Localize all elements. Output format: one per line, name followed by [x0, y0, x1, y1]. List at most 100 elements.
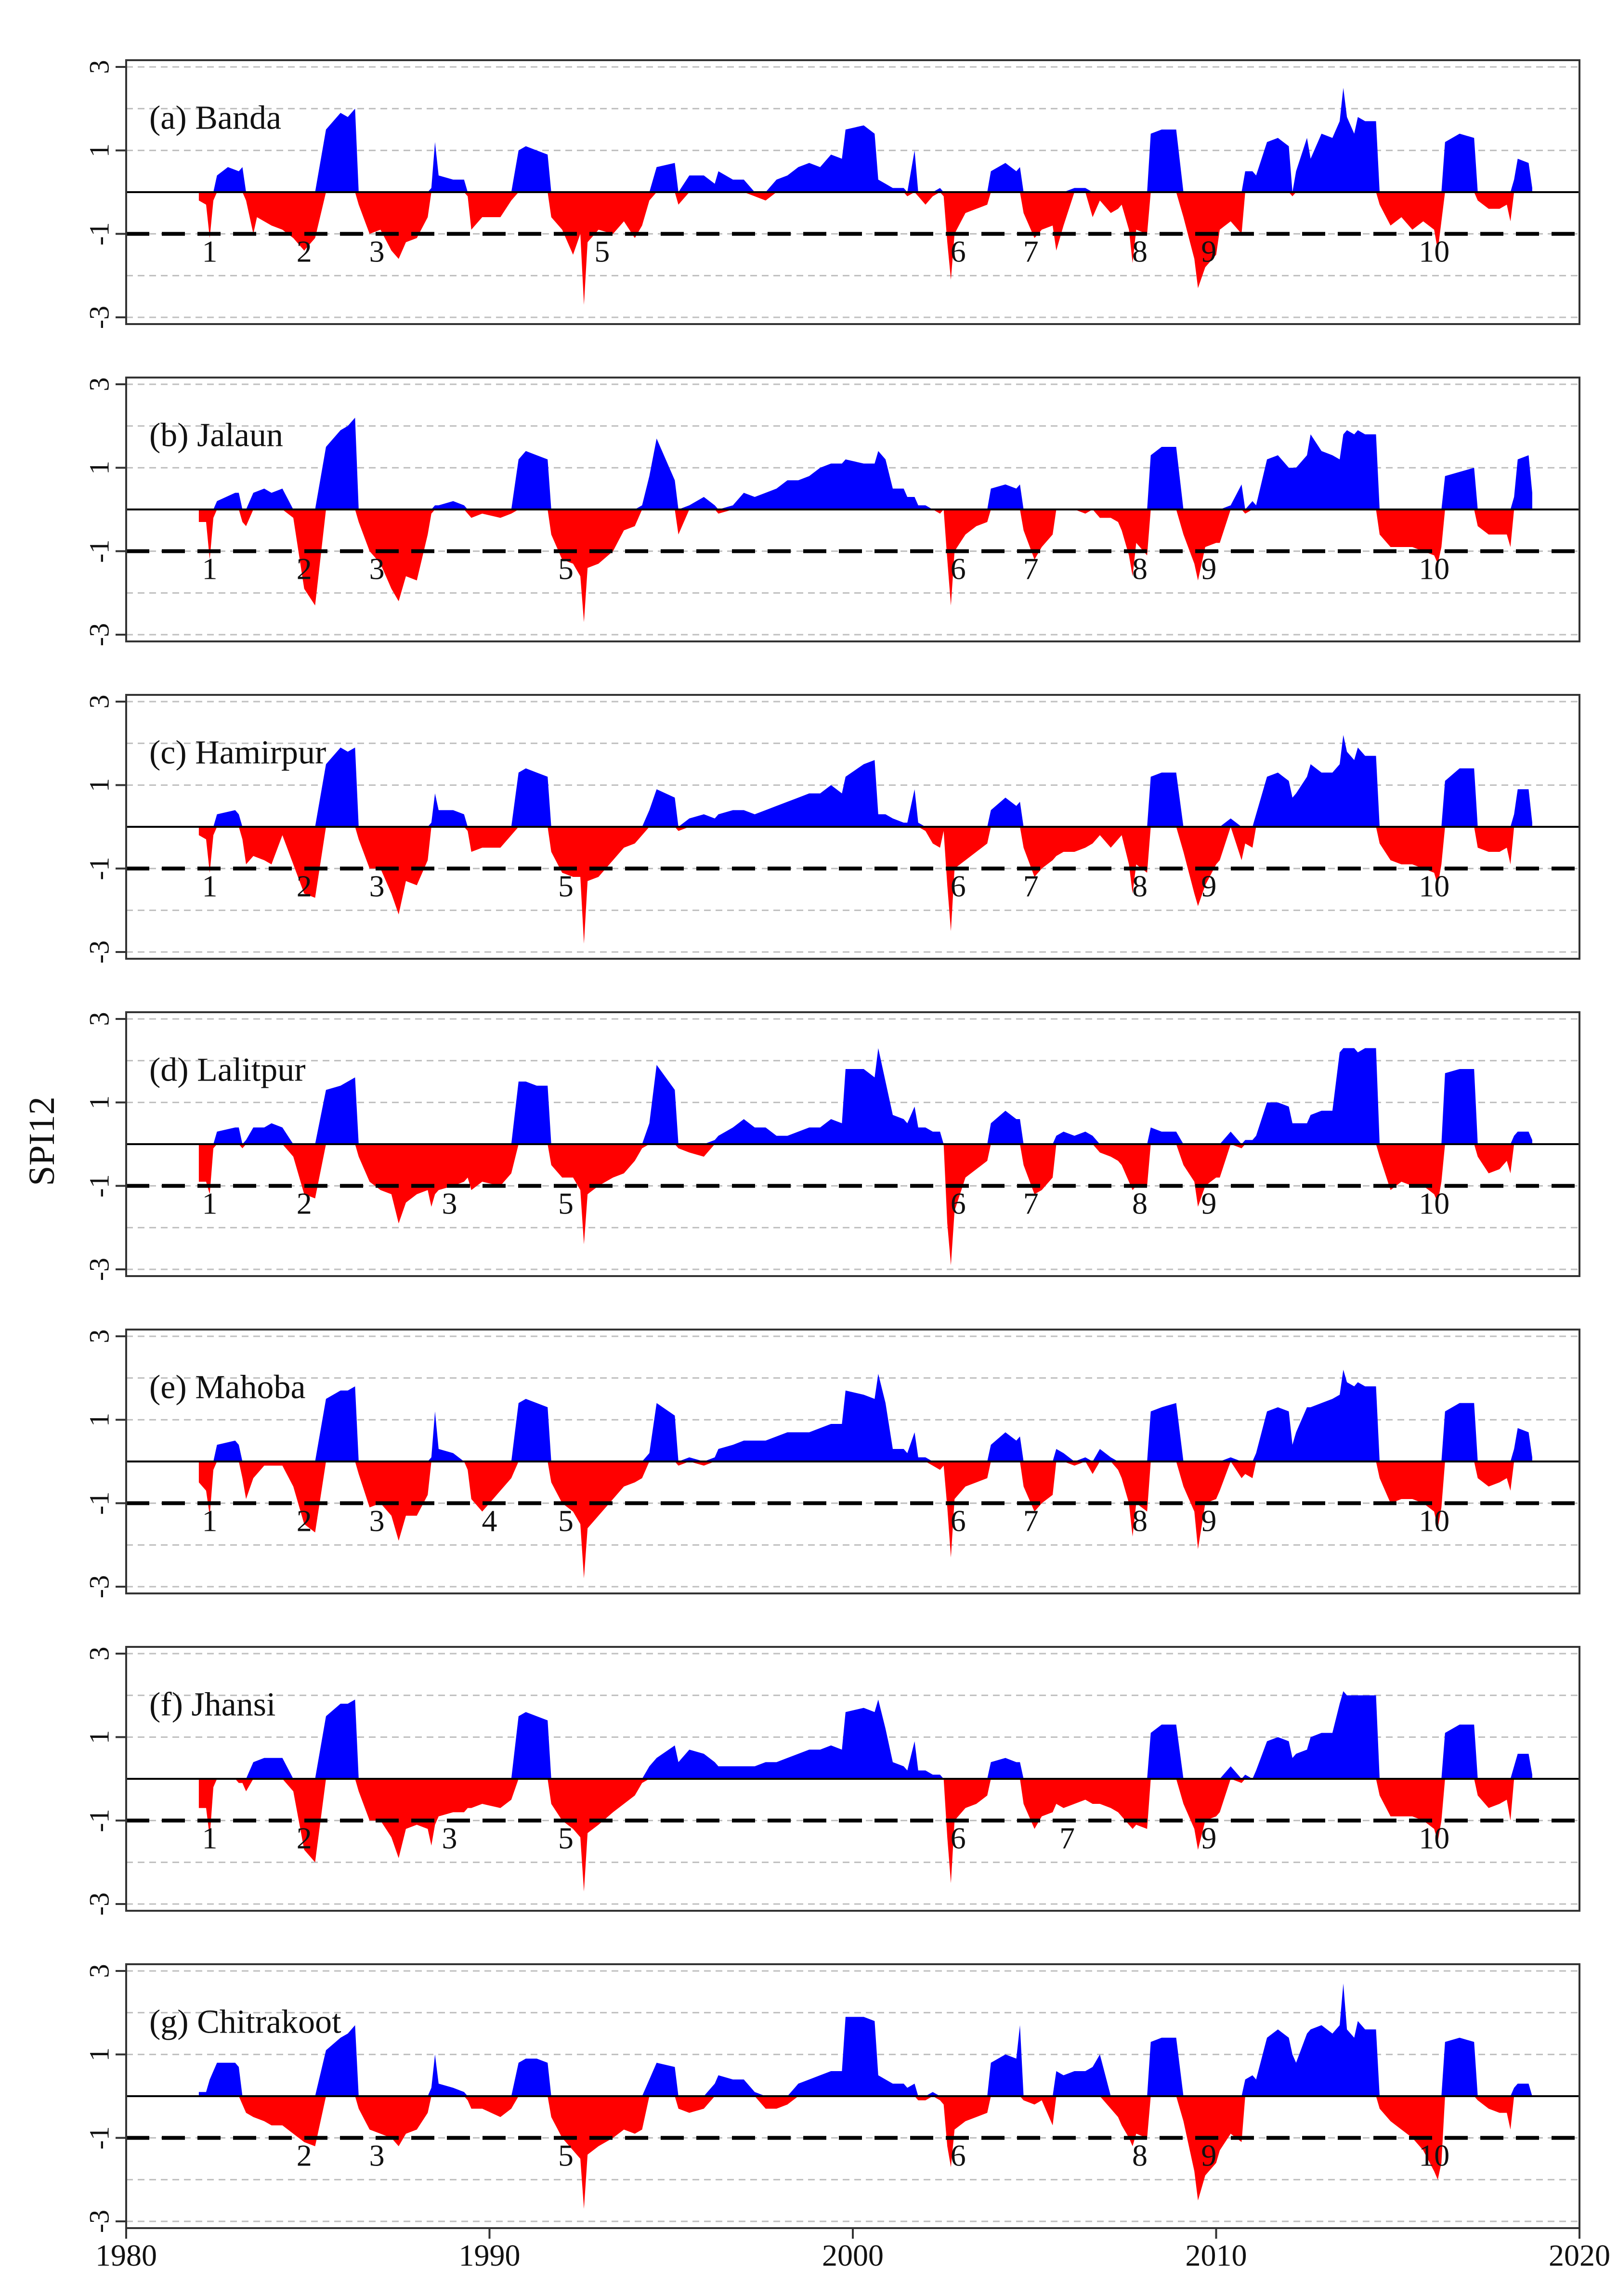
x-tick-label: 1990 — [459, 2238, 521, 2272]
panel-e-event-label: 10 — [1419, 1504, 1449, 1538]
x-tick-label: 2010 — [1186, 2238, 1247, 2272]
panel-c-y-tick-label: 1 — [83, 778, 115, 792]
panel-c-event-label: 10 — [1419, 869, 1449, 903]
panel-e-event-label: 5 — [558, 1504, 574, 1538]
panel-f-event-label: 2 — [297, 1821, 312, 1855]
y-axis-label: SPI12 — [22, 1096, 62, 1186]
panel-f: 3 1 -1 -3 (f) Jhansi 1 2 3 5 6 7 9 10 — [83, 1646, 1580, 1916]
x-axis: 1980 1990 2000 2010 2020 — [95, 2228, 1610, 2272]
x-tick-label: 2000 — [822, 2238, 884, 2272]
panel-b-positive-area — [198, 417, 1532, 509]
panel-a-event-label: 10 — [1419, 235, 1449, 269]
panel-g-event-label: 8 — [1132, 2139, 1148, 2173]
panel-b-event-label: 3 — [369, 552, 385, 586]
panel-a-event-label: 5 — [594, 235, 610, 269]
panel-f-y-tick-label: 1 — [83, 1730, 115, 1744]
panel-a-frame — [125, 59, 1580, 325]
panel-e-y-tick-label: -1 — [83, 1492, 115, 1515]
panel-c: 3 1 -1 -3 (c) Hamirpur 1 2 3 5 6 7 8 9 10 — [83, 694, 1580, 964]
panel-f-event-label: 9 — [1201, 1821, 1216, 1855]
panel-e-event-label: 8 — [1132, 1504, 1148, 1538]
panel-g-y-tick-label: 1 — [83, 2048, 115, 2061]
panel-b: 3 1 -1 -3 (b) Jalaun 1 2 3 5 6 7 8 9 10 — [83, 377, 1580, 646]
panel-d-event-label: 7 — [1023, 1187, 1039, 1221]
panel-f-frame — [125, 1646, 1580, 1912]
panel-b-event-label: 1 — [202, 552, 218, 586]
panel-b-event-label: 6 — [951, 552, 966, 586]
panel-e-event-label: 9 — [1201, 1504, 1216, 1538]
panel-f-event-label: 1 — [202, 1821, 218, 1855]
panel-g-y-tick-label: 3 — [83, 1964, 115, 1978]
panel-a-event-label: 2 — [297, 235, 312, 269]
panel-d-event-label: 2 — [297, 1187, 312, 1221]
panel-a-y-tick-label: 3 — [83, 60, 115, 74]
panel-c-event-label: 1 — [202, 869, 218, 903]
panel-c-event-label: 8 — [1132, 869, 1148, 903]
panel-b-frame — [125, 377, 1580, 642]
panel-b-y-tick-label: 1 — [83, 461, 115, 475]
panel-d-frame — [125, 1011, 1580, 1277]
panel-d-y-tick-label: 3 — [83, 1012, 115, 1026]
panel-d-title: (d) Lalitpur — [149, 1052, 306, 1089]
panel-b-event-label: 7 — [1023, 552, 1039, 586]
panel-d-event-label: 8 — [1132, 1187, 1148, 1221]
panel-a-event-label: 1 — [202, 235, 218, 269]
panel-d-event-label: 6 — [951, 1187, 966, 1221]
panel-a-event-label: 3 — [369, 235, 385, 269]
panel-b-title: (b) Jalaun — [149, 417, 283, 454]
panel-e-positive-area — [198, 1370, 1532, 1461]
panel-g-positive-area — [198, 1983, 1532, 2096]
panel-e-y-tick-label: 3 — [83, 1330, 115, 1344]
panel-a-event-label: 9 — [1201, 235, 1216, 269]
panel-a-event-label: 7 — [1023, 235, 1039, 269]
panel-e-frame — [125, 1329, 1580, 1594]
panel-d-negative-area — [198, 1144, 1532, 1265]
x-tick-label: 1980 — [95, 2238, 157, 2272]
panel-e-title: (e) Mahoba — [149, 1369, 306, 1406]
panel-c-positive-area — [198, 735, 1532, 827]
panel-c-y-tick-label: 3 — [83, 695, 115, 709]
panel-f-positive-area — [198, 1691, 1532, 1779]
panel-a-event-label: 8 — [1132, 235, 1148, 269]
panel-b-event-label: 10 — [1419, 552, 1449, 586]
panel-e-event-label: 3 — [369, 1504, 385, 1538]
panel-e-event-label: 1 — [202, 1504, 218, 1538]
panel-g-event-label: 6 — [951, 2139, 966, 2173]
panel-c-title: (c) Hamirpur — [149, 734, 326, 771]
panel-b-y-tick-label: -3 — [83, 623, 115, 646]
panel-b-event-label: 8 — [1132, 552, 1148, 586]
panel-c-frame — [125, 694, 1580, 960]
panel-f-event-label: 7 — [1059, 1821, 1075, 1855]
panel-f-title: (f) Jhansi — [149, 1686, 275, 1723]
panel-a-y-tick-label: -1 — [83, 222, 115, 246]
panel-f-event-label: 6 — [951, 1821, 966, 1855]
panel-f-y-tick-label: -3 — [83, 1892, 115, 1916]
panel-a: 3 1 -1 -3 (a) Banda 1 2 3 5 6 7 8 9 10 — [83, 59, 1580, 329]
panel-g-event-label: 10 — [1419, 2139, 1449, 2173]
panel-g-event-label: 3 — [369, 2139, 385, 2173]
panel-e: 3 1 -1 -3 (e) Mahoba 1 2 3 4 5 6 7 8 9 10 — [83, 1329, 1580, 1598]
panels-group: 3 1 -1 -3 (a) Banda 1 2 3 5 6 7 8 9 10 3 1 -1 -3 (b) Jalau… — [83, 59, 1580, 2233]
panel-a-negative-area — [198, 192, 1532, 305]
panel-d-event-label: 10 — [1419, 1187, 1449, 1221]
panel-c-y-tick-label: -1 — [83, 857, 115, 880]
panel-b-y-tick-label: 3 — [83, 378, 115, 391]
panel-a-y-tick-label: -3 — [83, 306, 115, 329]
panel-g-y-tick-label: -1 — [83, 2126, 115, 2150]
panel-c-event-label: 6 — [951, 869, 966, 903]
panel-g-title: (g) Chitrakoot — [149, 2004, 341, 2041]
panel-d-event-label: 1 — [202, 1187, 218, 1221]
panel-d-y-tick-label: -3 — [83, 1258, 115, 1281]
panel-f-event-label: 5 — [558, 1821, 574, 1855]
panel-g-event-label: 9 — [1201, 2139, 1216, 2173]
panel-c-event-label: 2 — [297, 869, 312, 903]
panel-b-event-label: 2 — [297, 552, 312, 586]
panel-e-event-label: 7 — [1023, 1504, 1039, 1538]
panel-d: 3 1 -1 -3 (d) Lalitpur 1 2 3 5 6 7 8 9 10 — [83, 1011, 1580, 1281]
panel-a-title: (a) Banda — [149, 100, 281, 137]
panel-b-event-label: 5 — [558, 552, 574, 586]
panel-d-event-label: 3 — [442, 1187, 457, 1221]
panel-b-event-label: 9 — [1201, 552, 1216, 586]
